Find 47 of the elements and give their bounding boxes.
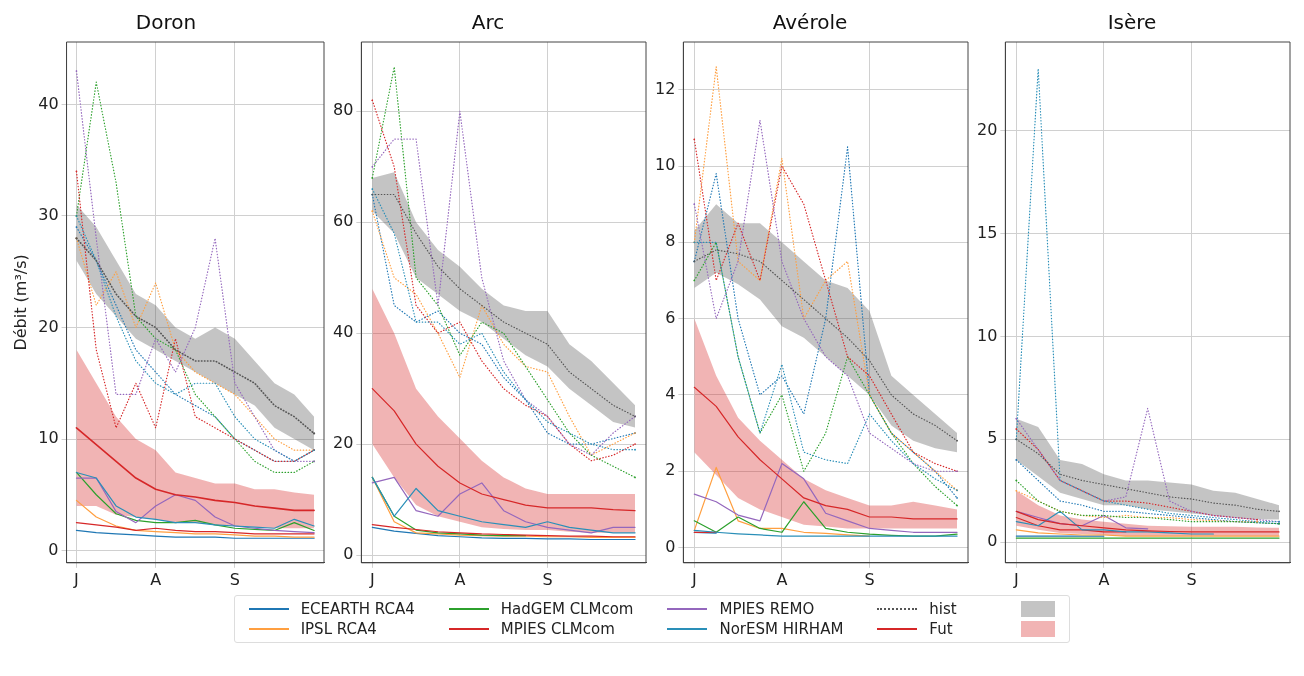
y-tick-label: 8 [665, 231, 676, 251]
y-tick-label: 4 [665, 384, 676, 404]
y-tick-label: 2 [665, 460, 676, 480]
x-tick-label: S [229, 569, 240, 589]
y-axis-title: Débit (m³/s) [10, 254, 30, 351]
x-tick-label: S [1186, 569, 1197, 589]
legend-label: MPIES CLMcom [500, 620, 615, 638]
x-tick-label: A [776, 569, 788, 589]
y-tick-label: 20 [38, 316, 59, 336]
legend-label: NorESM HIRHAM [719, 620, 844, 638]
legend-label: IPSL RCA4 [300, 620, 377, 638]
legend-label: Fut [929, 620, 954, 638]
y-tick-label: 10 [977, 325, 998, 345]
chart-title: Isère [1107, 10, 1157, 35]
y-tick-label: 40 [38, 93, 59, 113]
legend-label: ECEARTH RCA4 [300, 600, 415, 618]
chart-title: Arc [471, 10, 505, 35]
x-tick-label: A [1098, 569, 1110, 589]
y-tick-label: 80 [333, 100, 354, 120]
x-tick-label: A [454, 569, 466, 589]
y-tick-label: 0 [987, 531, 998, 551]
y-tick-label: 12 [655, 78, 676, 98]
x-tick-label: S [542, 569, 553, 589]
y-tick-label: 20 [977, 119, 998, 139]
y-tick-label: 0 [48, 539, 59, 559]
y-tick-label: 40 [333, 322, 354, 342]
legend-label: HadGEM CLMcom [500, 600, 634, 618]
y-tick-label: 0 [343, 544, 354, 564]
chart-title: Avérole [772, 10, 848, 35]
x-tick-label: S [864, 569, 875, 589]
x-tick-label: J [1012, 569, 1019, 589]
y-tick-label: 60 [333, 211, 354, 231]
y-tick-label: 10 [655, 155, 676, 175]
legend-label: hist [929, 600, 958, 618]
y-tick-label: 5 [987, 428, 998, 448]
x-tick-label: J [368, 569, 375, 589]
y-tick-label: 20 [333, 433, 354, 453]
x-tick-label: A [150, 569, 162, 589]
chart-title: Doron [135, 10, 197, 35]
x-tick-label: J [690, 569, 697, 589]
y-tick-label: 30 [38, 205, 59, 225]
y-tick-label: 6 [665, 307, 676, 327]
y-tick-label: 15 [977, 222, 998, 242]
x-tick-label: J [73, 569, 79, 589]
y-tick-label: 0 [665, 536, 676, 556]
legend-label: MPIES REMO [719, 600, 815, 618]
y-tick-label: 10 [38, 428, 59, 448]
